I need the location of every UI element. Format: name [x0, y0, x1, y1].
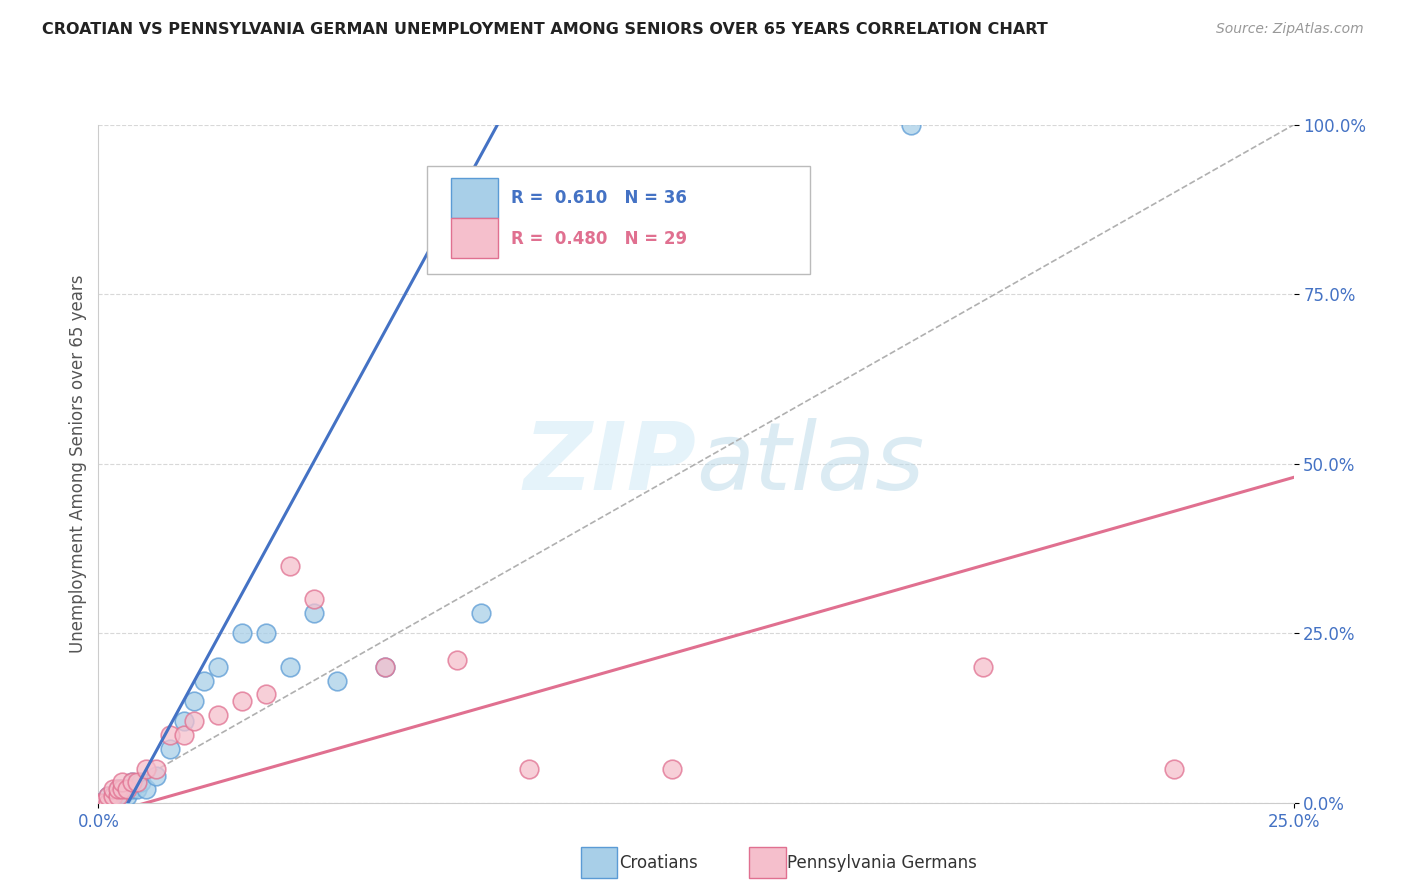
Point [193, 673, 215, 688]
Point [326, 673, 349, 688]
Point [302, 606, 325, 620]
Text: atlas: atlas [696, 418, 924, 509]
Text: CROATIAN VS PENNSYLVANIA GERMAN UNEMPLOYMENT AMONG SENIORS OVER 65 YEARS CORRELA: CROATIAN VS PENNSYLVANIA GERMAN UNEMPLOY… [42, 22, 1047, 37]
Point [1163, 762, 1185, 776]
Point [231, 694, 253, 708]
Text: Pennsylvania Germans: Pennsylvania Germans [787, 854, 977, 871]
Point [97, 789, 120, 803]
Point [183, 694, 205, 708]
Point [145, 769, 167, 783]
Point [115, 782, 138, 797]
Point [131, 775, 153, 789]
Point [111, 786, 134, 800]
Text: R =  0.480   N = 29: R = 0.480 N = 29 [510, 230, 688, 248]
Point [115, 789, 138, 803]
Text: R =  0.610   N = 36: R = 0.610 N = 36 [510, 189, 686, 207]
Y-axis label: Unemployment Among Seniors over 65 years: Unemployment Among Seniors over 65 years [69, 275, 87, 653]
Point [145, 762, 167, 776]
Text: Source: ZipAtlas.com: Source: ZipAtlas.com [1216, 22, 1364, 37]
Point [101, 796, 124, 810]
FancyBboxPatch shape [451, 178, 498, 218]
Point [972, 660, 994, 674]
Point [302, 592, 325, 607]
Point [159, 728, 181, 742]
Point [91, 796, 114, 810]
Point [278, 558, 301, 573]
Point [97, 796, 120, 810]
Point [97, 796, 120, 810]
Point [121, 782, 143, 797]
Point [107, 782, 129, 797]
Point [91, 796, 114, 810]
Point [101, 789, 124, 803]
Point [101, 789, 124, 803]
Point [135, 782, 157, 797]
Text: ZIP: ZIP [523, 417, 696, 510]
Text: Croatians: Croatians [619, 854, 697, 871]
Point [661, 762, 683, 776]
Point [517, 762, 540, 776]
Point [87, 796, 110, 810]
Point [107, 786, 129, 800]
Point [125, 775, 148, 789]
Point [111, 782, 134, 797]
Point [101, 789, 124, 803]
Point [87, 796, 110, 810]
Point [446, 653, 468, 667]
Point [159, 741, 181, 756]
Point [900, 118, 922, 132]
Point [101, 782, 124, 797]
Point [374, 660, 396, 674]
Point [91, 796, 114, 810]
Point [374, 660, 396, 674]
Point [278, 660, 301, 674]
Point [173, 714, 195, 729]
Point [111, 775, 134, 789]
Point [111, 782, 134, 797]
FancyBboxPatch shape [451, 219, 498, 259]
Point [97, 789, 120, 803]
Point [207, 660, 229, 674]
Point [121, 775, 143, 789]
Point [115, 782, 138, 797]
Point [107, 789, 129, 803]
Point [107, 789, 129, 803]
Point [135, 762, 157, 776]
Point [97, 796, 120, 810]
Point [183, 714, 205, 729]
Point [173, 728, 195, 742]
Point [231, 626, 253, 640]
Point [254, 626, 277, 640]
FancyBboxPatch shape [427, 166, 810, 274]
Point [207, 707, 229, 722]
Point [470, 606, 492, 620]
Point [125, 782, 148, 797]
Point [107, 782, 129, 797]
Point [111, 789, 134, 803]
Point [121, 775, 143, 789]
Point [254, 687, 277, 701]
